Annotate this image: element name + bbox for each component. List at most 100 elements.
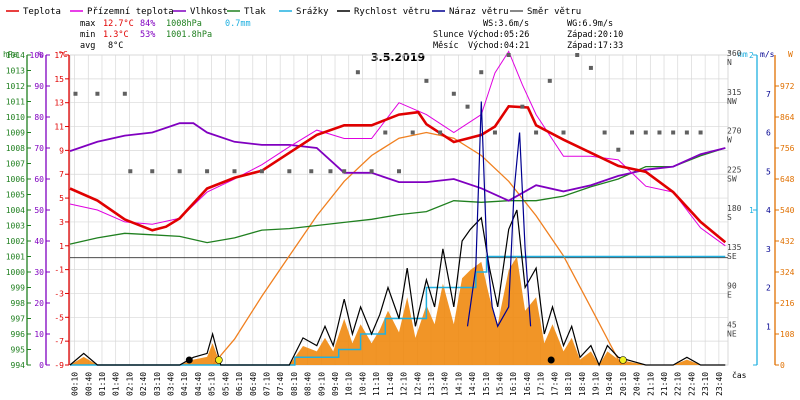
wind-direction-point: [369, 169, 374, 174]
wind-direction-point: [383, 130, 388, 135]
time-tick: 15:40: [496, 372, 505, 396]
direction-name: W: [727, 136, 732, 145]
legend-item-vlhkost: Vlhkost: [173, 7, 228, 17]
temperature-tick: 3: [59, 218, 64, 227]
solar-tick: 0: [780, 361, 785, 370]
humidity-tick: 50: [34, 206, 44, 215]
wind-tick: 4: [766, 206, 771, 215]
wind-direction-point: [561, 130, 566, 135]
wind-direction-point: [630, 130, 635, 135]
direction-name: E: [727, 291, 732, 300]
series-wind-area: [70, 256, 726, 365]
wind-speed-info: WS:3.6m/s: [483, 19, 529, 29]
direction-tick: 225: [727, 165, 742, 174]
temperature-tick: 11: [54, 123, 64, 132]
sun-label: Slunce: [433, 30, 464, 40]
solar-tick: 540: [780, 206, 795, 215]
humidity-tick: 60: [34, 175, 44, 184]
pressure-tick: 1008: [6, 144, 25, 153]
time-tick: 06:10: [235, 372, 244, 396]
temperature-tick: 5: [59, 194, 64, 203]
pressure-tick: 1004: [6, 206, 25, 215]
wind-direction-point: [150, 169, 155, 174]
time-tick: 12:40: [413, 372, 422, 396]
wind-axis: 1 2 3 4 5 6 7: [766, 90, 771, 332]
time-tick: 02:10: [125, 372, 134, 396]
time-tick: 03:40: [167, 372, 176, 396]
time-tick: 10:10: [345, 372, 354, 396]
humidity-tick: 90: [34, 82, 44, 91]
legend-label: Směr větru: [527, 7, 581, 17]
wind-direction-point: [465, 104, 470, 109]
legend-label: Srážky: [296, 7, 329, 17]
pressure-tick: 1013: [6, 67, 25, 76]
pressure-tick: 995: [11, 346, 26, 355]
stat-min-temp: 1.3°C: [103, 30, 129, 40]
pressure-tick: 1001: [6, 253, 25, 262]
pressure-tick: 996: [11, 330, 26, 339]
series-temperature-line: [69, 104, 727, 244]
solar-tick: 108: [780, 330, 795, 339]
wind-direction-point: [588, 65, 593, 70]
temperature-tick: 13: [54, 99, 64, 108]
rain-tick: 1: [749, 206, 754, 215]
wind-direction-point: [492, 130, 497, 135]
pressure-tick: 1006: [6, 175, 25, 184]
wind-direction-point: [410, 130, 415, 135]
solar-tick: 648: [780, 175, 795, 184]
wind-direction-point: [342, 169, 347, 174]
pressure-tick: 1005: [6, 191, 25, 200]
legend-label: Náraz větru: [449, 7, 509, 17]
time-tick: 23:40: [715, 372, 724, 396]
wind-tick: 3: [766, 245, 771, 254]
direction-tick: 270: [727, 127, 742, 136]
wind-direction-point: [479, 70, 484, 75]
time-tick: 04:10: [180, 372, 189, 396]
direction-name: NE: [727, 329, 737, 338]
unit-mm: mm: [738, 50, 748, 59]
stat-max-hum: 84%: [140, 19, 155, 29]
pressure-tick: 998: [11, 299, 26, 308]
solar-tick: 432: [780, 237, 795, 246]
wind-direction-point: [287, 169, 292, 174]
series-solar-line: [212, 131, 622, 366]
astro-markers: [185, 356, 627, 364]
time-tick: 17:40: [550, 372, 559, 396]
temperature-tick: -5: [54, 313, 64, 322]
unit-w: W: [788, 50, 793, 59]
time-tick: 01:40: [112, 372, 121, 396]
stat-min-label: min: [80, 30, 95, 40]
time-tick: 09:40: [331, 372, 340, 396]
solar-tick: 216: [780, 299, 795, 308]
direction-tick: 90: [727, 282, 737, 291]
time-tick: 18:40: [578, 372, 587, 396]
time-tick: 03:10: [153, 372, 162, 396]
direction-name: N: [727, 58, 732, 67]
stat-avg-label: avg: [80, 41, 95, 51]
time-tick: 05:40: [221, 372, 230, 396]
rain-axis: 12: [749, 51, 758, 366]
time-tick: 07:40: [276, 372, 285, 396]
time-tick: 22:10: [674, 372, 683, 396]
humidity-tick: 0: [39, 361, 44, 370]
direction-tick: 315: [727, 88, 742, 97]
unit-pct: %: [38, 50, 43, 59]
time-tick: 20:10: [619, 372, 628, 396]
legend-label: Přízemní teplota: [87, 7, 174, 17]
time-tick: 15:10: [482, 372, 491, 396]
sun-moon-block: WS:3.6m/s WG:6.9m/s Slunce Východ:05:26 …: [433, 19, 623, 51]
wind-direction-point: [205, 169, 210, 174]
time-tick: 13:10: [427, 372, 436, 396]
moon-label: Měsíc: [433, 41, 459, 51]
pressure-tick: 1002: [6, 237, 25, 246]
direction-name: NW: [727, 97, 737, 106]
time-tick: 19:40: [605, 372, 614, 396]
unit-degc: °C: [58, 50, 68, 59]
time-tick: 00:40: [84, 372, 93, 396]
legend-item-prizemni-teplota: Přízemní teplota: [70, 7, 174, 17]
time-tick: 14:40: [468, 372, 477, 396]
legend-item-teplota: Teplota: [6, 7, 61, 17]
temperature-tick: 7: [59, 170, 64, 179]
time-tick: 18:10: [564, 372, 573, 396]
